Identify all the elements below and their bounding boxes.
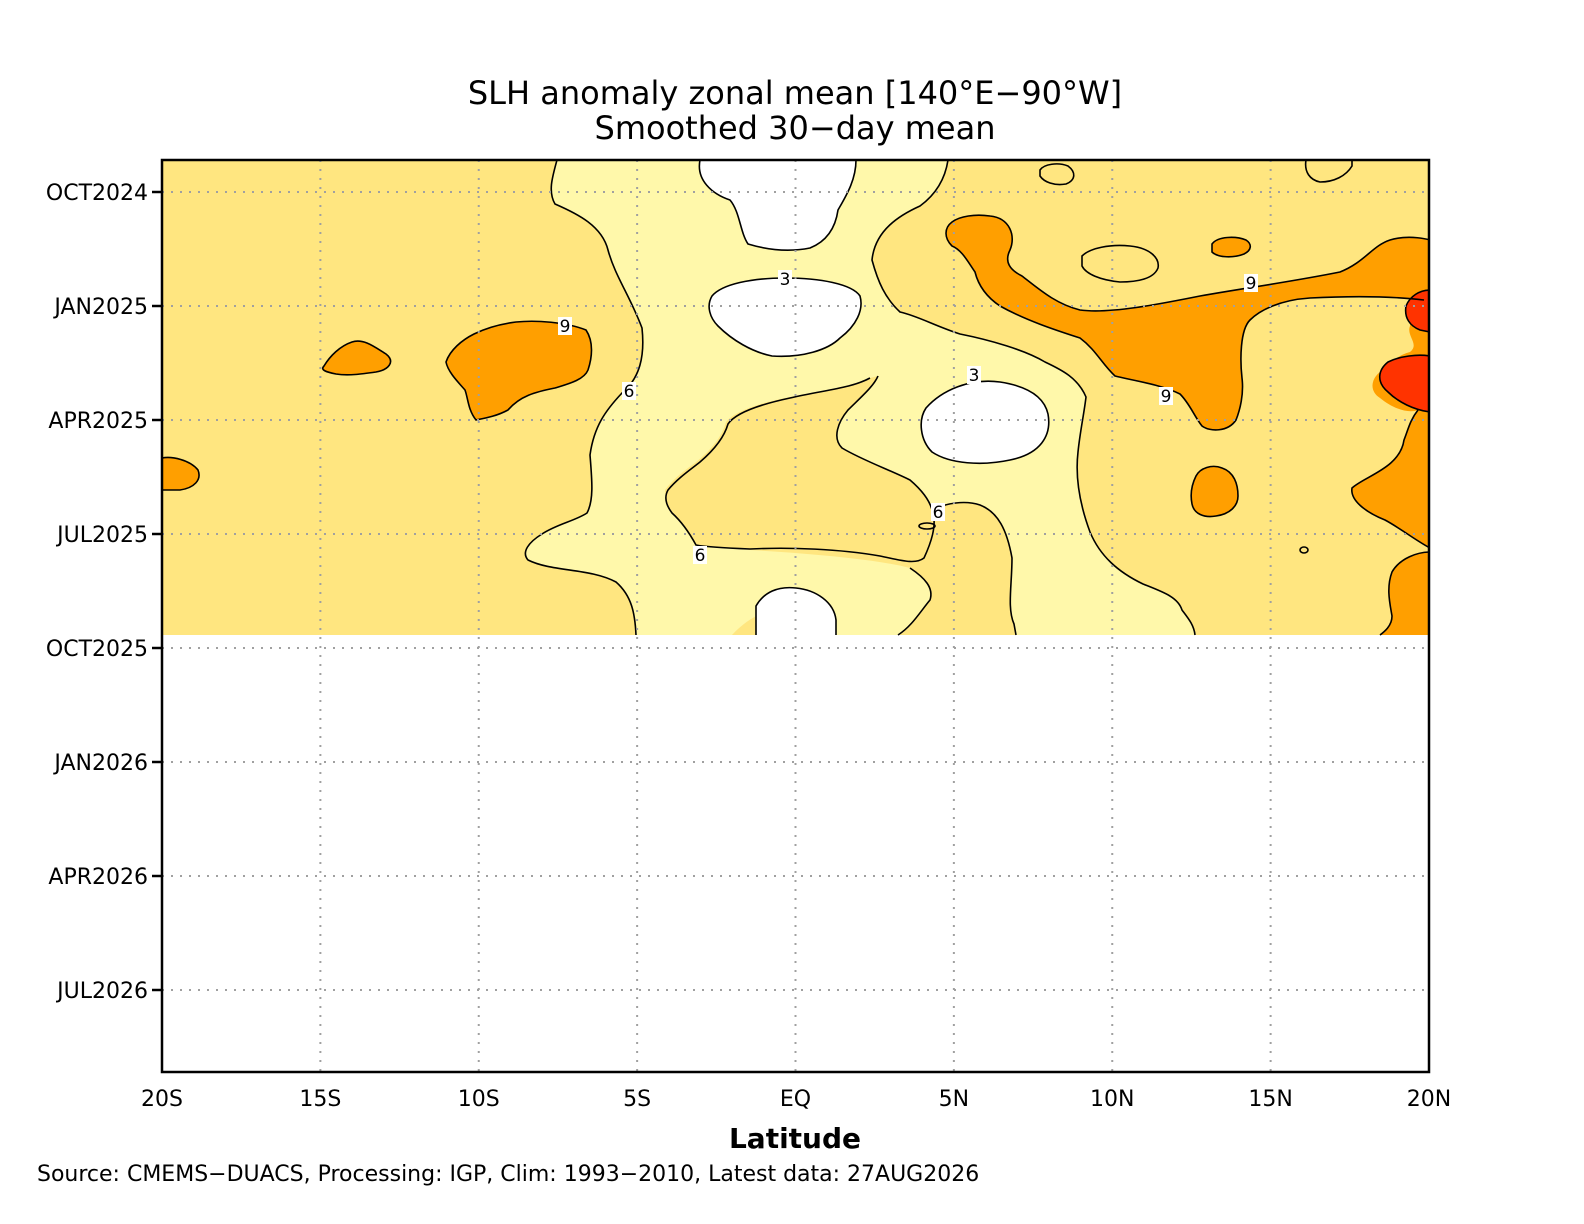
contour-label: 6 [624,382,635,402]
fill-speck-2 [1300,547,1308,553]
y-tick-label: APR2025 [48,409,148,434]
contour-line-6-center [931,501,1017,636]
x-tick-label: 20S [141,1087,183,1112]
x-tick-label: 5N [939,1087,969,1112]
contour-line-9-north [945,214,1429,431]
contour-label-bg [967,366,981,384]
contour-line-6-west [524,160,644,636]
contour-lines [162,160,1429,636]
fill-gt12-lower [1379,355,1429,412]
contour-line-6-east [871,160,1196,636]
fill-speck [919,523,935,529]
source-note: Source: CMEMS−DUACS, Processing: IGP, Cl… [37,1162,979,1187]
y-tick-label: JUL2026 [55,979,148,1004]
fill-9-12-north-small [1212,237,1251,257]
y-tick-label: JUL2025 [55,523,148,548]
contour-line-6-hole-north [1081,244,1159,283]
fill-9-12-blob-15n [1191,466,1238,517]
fill-lt3-mid [921,381,1049,464]
x-tick-label: 15S [299,1087,341,1112]
contour-label: 9 [1246,274,1257,294]
contour-line-6-island [665,375,935,563]
contour-label: 3 [780,270,791,290]
y-tick-label: JAN2025 [52,295,148,320]
contour-line-9-blob-15n [1190,465,1239,518]
contour-line-6-hole-top [1039,163,1075,186]
plot-frame [160,158,1431,1074]
contour-line-speck [918,522,936,530]
contour-label-bg [693,546,707,564]
fill-6-9-hole-top [1040,163,1074,185]
contour-label-bg [931,503,945,521]
contour-line-9-south-blob [445,320,593,421]
x-axis: 20S 15S 10S 5S EQ 5N 10N 15N 20N [141,1087,1451,1112]
contour-label: 3 [969,366,980,386]
fill-lt3-top [699,160,856,251]
contour-line-speck-2 [1299,546,1309,554]
x-tick-label: 20N [1407,1087,1451,1112]
contour-fields: 3 3 6 6 6 9 9 9 [162,160,1429,636]
contour-line-3-bottom [755,586,837,635]
x-tick-label: 10N [1090,1087,1134,1112]
x-axis-title: Latitude [729,1122,861,1155]
chart-subtitle: Smoothed 30−day mean [595,109,996,147]
contour-line-3-top [698,160,857,251]
y-tick-label: APR2026 [48,865,148,890]
contour-label-bg [1244,274,1258,292]
fill-9-12-north-main [946,215,1429,548]
contour-line-9-west-edge [162,456,200,491]
y-axis: OCT2024 JAN2025 APR2025 JUL2025 OCT2025 JAN20… [46,181,162,1004]
fill-9-12-south-small [322,341,391,375]
contour-line-12-lower [1378,354,1429,413]
y-tick-label: JAN2026 [52,751,148,776]
contour-line-9-east [1351,409,1429,549]
contour-label: 9 [1161,387,1172,407]
chart-title: SLH anomaly zonal mean [140°E−90°W] [468,74,1122,112]
contour-line-9-north-small [1211,236,1252,258]
contour-label: 6 [933,503,944,523]
contour-label-bg [622,382,636,400]
fill-lt3-upper [709,278,862,357]
contour-label-bg [778,270,792,288]
contour-label-bg [1159,387,1173,405]
y-tick-label: OCT2024 [46,181,148,206]
x-tick-label: EQ [780,1087,811,1112]
contour-label: 6 [695,546,706,566]
contour-line-9-south-east [1379,551,1429,636]
fill-6-9-hole-north [1082,245,1159,282]
contour-line-6-south-mid [897,567,932,636]
x-tick-label: 15N [1248,1087,1292,1112]
contour-label: 9 [560,317,571,337]
contour-labels: 3 3 6 6 6 9 9 9 [558,270,1258,566]
fill-6-9-island [665,376,935,562]
contour-line-3-mid [920,380,1050,465]
contour-label-bg [558,317,572,335]
contour-line-6-hole-top-right [1304,160,1353,183]
fill-9-12-south-blob [446,321,592,420]
fill-9-12-west-edge [162,457,200,490]
y-tick-label: OCT2025 [46,637,148,662]
x-tick-label: 5S [623,1087,651,1112]
contour-line-9-south-small [321,340,392,376]
x-tick-label: 10S [458,1087,500,1112]
